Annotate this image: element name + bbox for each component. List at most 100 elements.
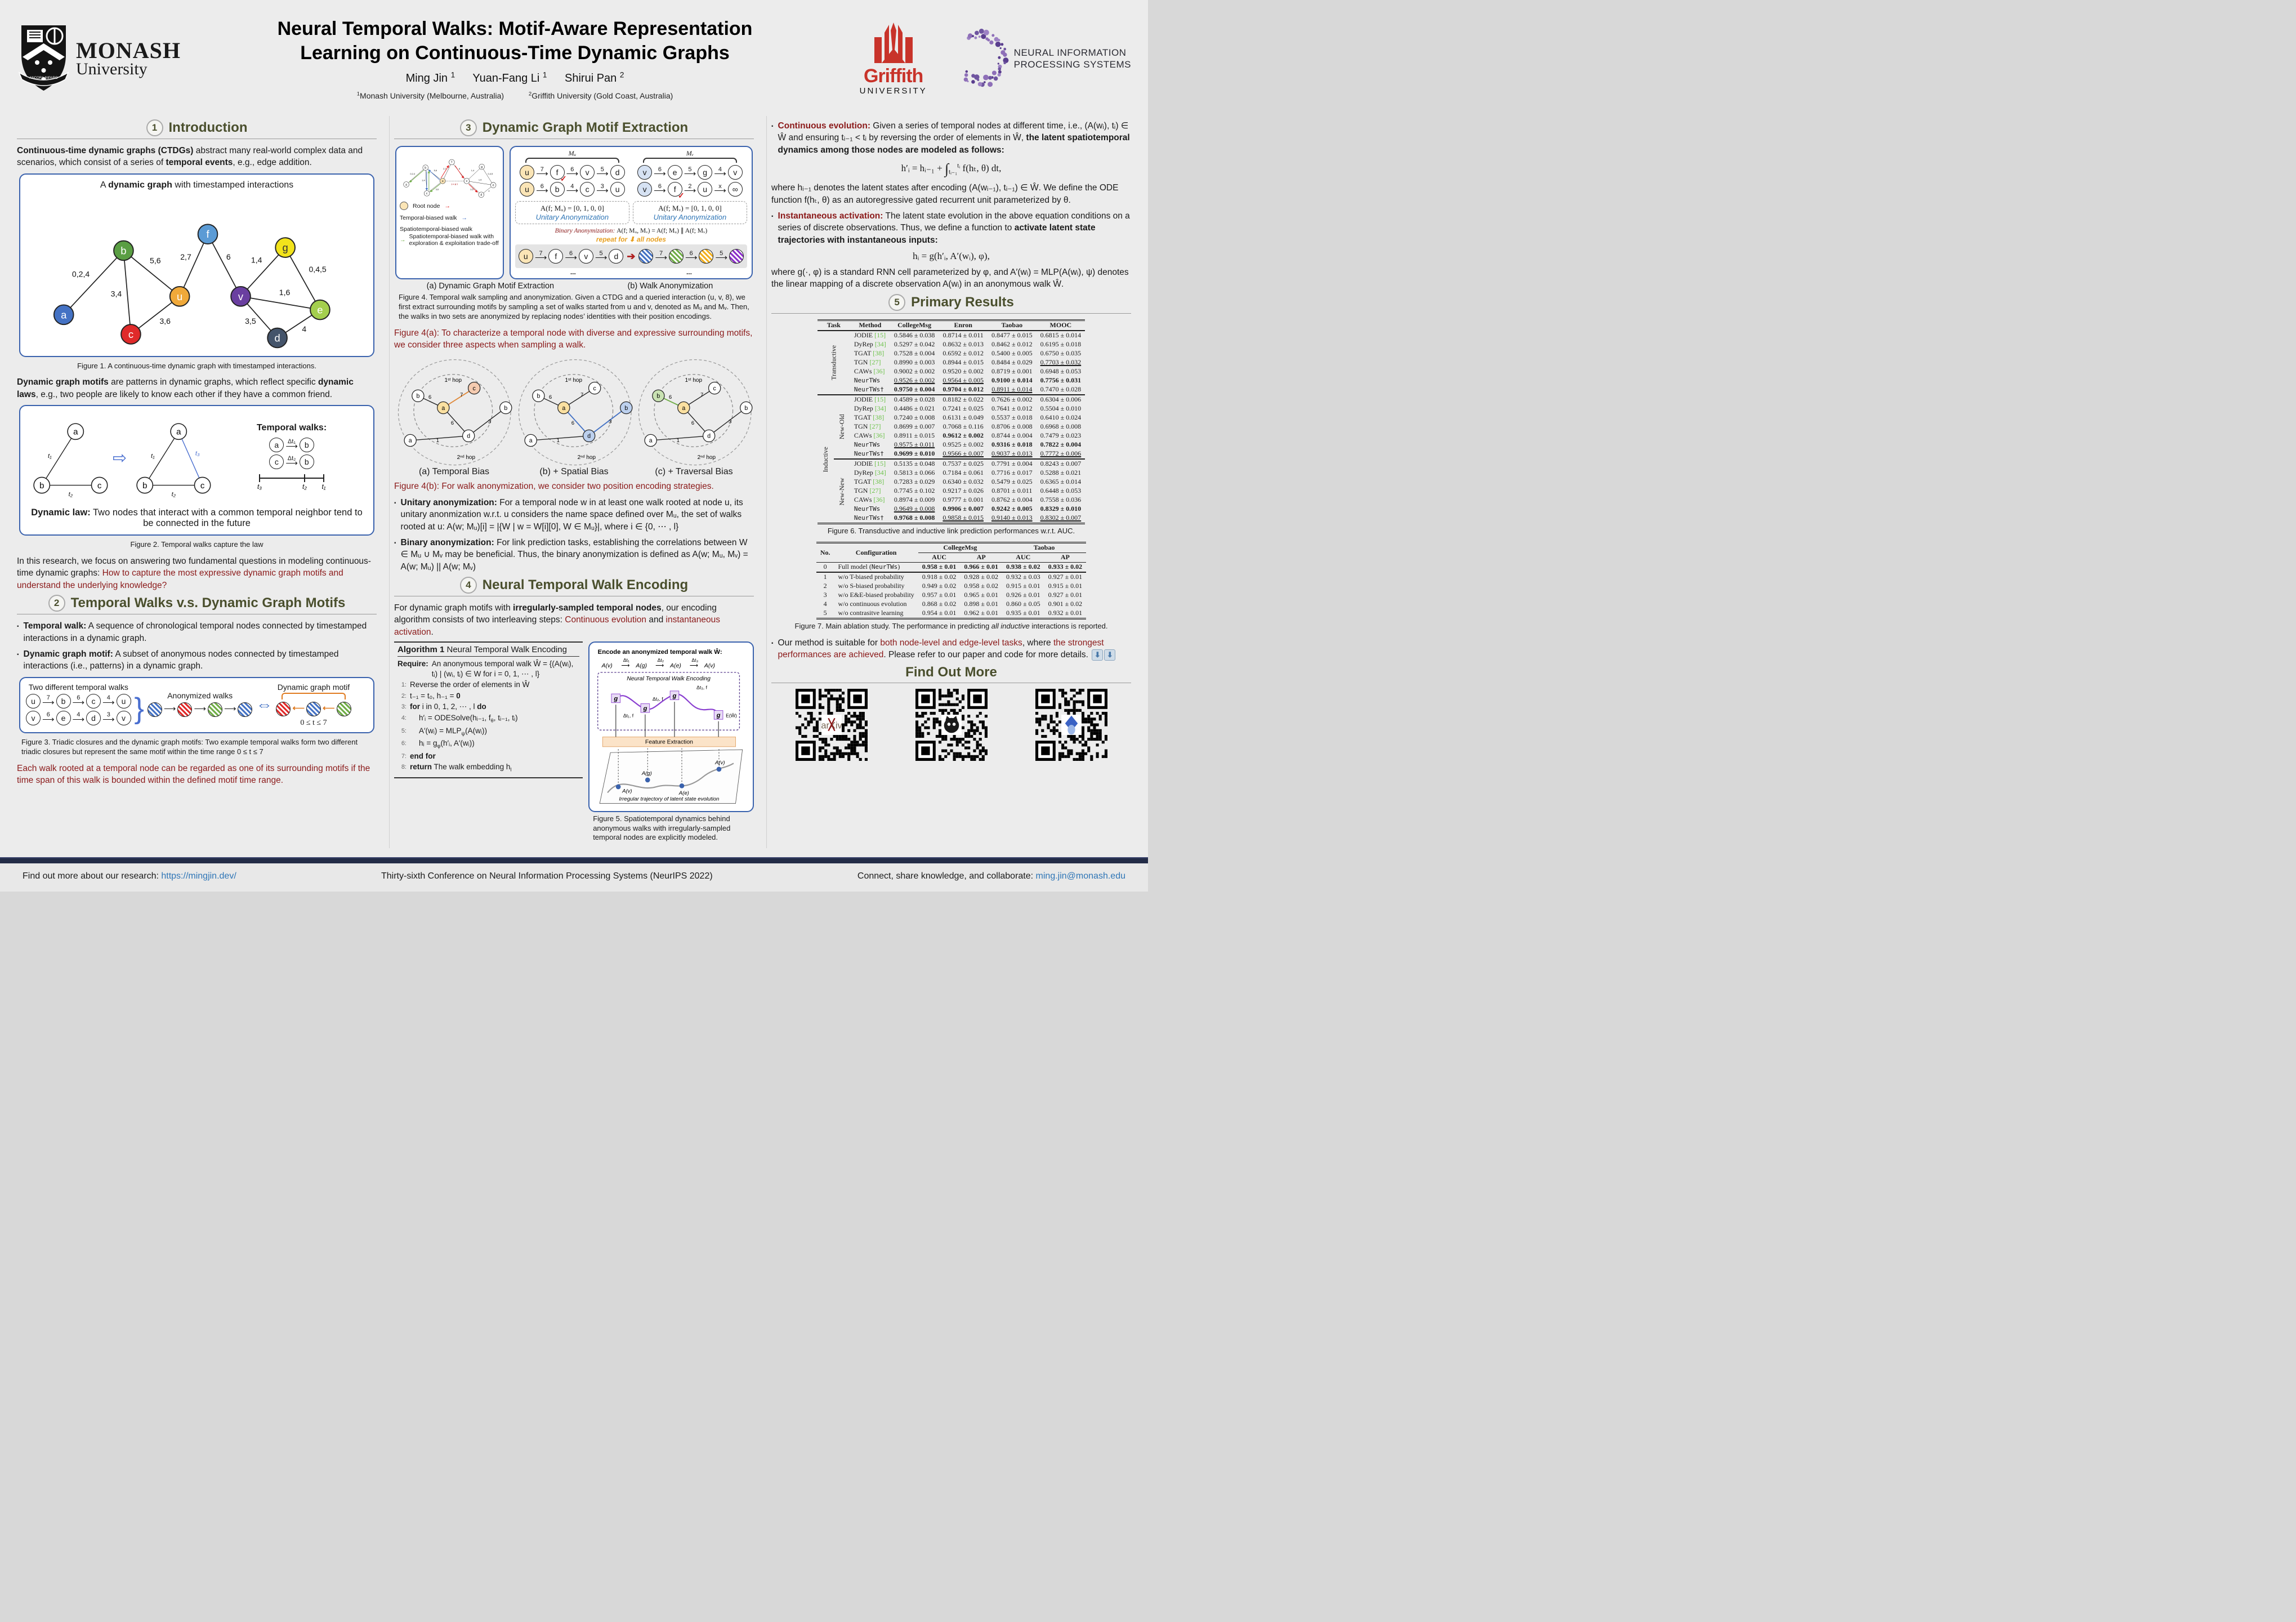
walk-node: u [518,249,533,264]
qr-arxiv[interactable]: arXiv [795,689,868,761]
value-cell: 0.8182 ± 0.022 [939,394,988,404]
activation-where: where g(·, φ) is a standard RNN cell par… [771,268,1129,289]
ode-formula: h′ᵢ = hᵢ₋₁ + ∫tᵢ₋₁tᵢ f(hₜ, θ) dt, [901,161,1002,177]
value-cell: 0.6948 ± 0.053 [1040,367,1082,376]
arrow-icon: ⟶ [596,186,609,196]
method-cell: NeurTWs† [854,450,884,458]
value-cell: 0.7641 ± 0.012 [991,404,1033,413]
svg-text:⟶: ⟶ [690,663,698,669]
motif-chain: ⟵ ⟵ [276,701,351,716]
svg-text:Irregular trajectory of latent: Irregular trajectory of latent state evo… [619,796,720,803]
arrow-icon: ⟶ [684,186,696,196]
footer-research-link[interactable]: Find out more about our research: https:… [23,871,236,881]
value-cell: 0.7745 ± 0.102 [894,487,935,495]
method-cell: TGAT [38] [854,349,885,358]
value-cell: 0.6195 ± 0.018 [1040,340,1082,349]
svg-text:6: 6 [428,394,431,400]
value-cell: 0.8990 ± 0.003 [894,358,935,367]
value-cell: 0.7791 ± 0.004 [988,458,1037,469]
value-cell: 0.9037 ± 0.013 [991,449,1033,458]
figure-3-motif: Dynamic graph motif ⟵ ⟵ 0 ≤ t ≤ 7 [276,683,351,728]
graph-node-label: a [405,183,407,186]
arrow-icon: ⟶ [654,169,666,179]
svg-text:1: 1 [677,438,680,444]
value-cell: 0.5504 ± 0.010 [1040,404,1082,413]
svg-text:1,6: 1,6 [279,288,291,297]
value-cell: 0.6340 ± 0.032 [942,478,984,486]
monash-name: MONASH [76,37,181,63]
method-cell: NeurTWs [854,441,881,449]
walk-node: e [667,165,682,180]
walk-node: e [56,710,71,725]
section-4-title: Neural Temporal Walk Encoding [482,577,689,593]
svg-text:Δt₁: Δt₁ [623,657,629,663]
hatched-node [638,249,654,264]
hatched-node [207,702,222,717]
binary-anonymization-line: Binary Anonymization: A(f; Mᵤ, Mᵥ) = A(f… [555,228,708,234]
svg-text:Δt₂, f: Δt₂, f [653,696,663,702]
intro-paragraph: Continuous-time dynamic graphs (CTDGs) a… [17,146,363,168]
dynamic-motif-bullet: ▪ Dynamic graph motif: A subset of anonym… [17,648,377,672]
griffith-sub: UNIVERSITY [859,86,927,96]
column-middle: 3 Dynamic Graph Motif Extraction 0,2,4 3,… [389,116,758,849]
hop-diagram-temporal: 1ˢᵗ hop 2ⁿᵈ hop 6 7 6 3 1 b a c b d a [397,359,512,466]
figure-4a-graph: 0,2,4 3,4 5,6 3,6 2,7 6 1,4 0,4,5 1,6 3,5 4 t = 8 ?… [403,159,497,198]
value-cell: 0.7241 ± 0.025 [942,404,984,413]
value-cell: 0.8974 ± 0.009 [894,496,935,504]
graph-node-label: c [97,481,102,491]
figure-4b-note: Figure 4(b): For walk anonymization, we … [394,482,714,492]
algorithm-figure5-row: Algorithm 1 Neural Temporal Walk Encodin… [394,641,754,848]
authors: Ming Jin 1 Yuan-Fang Li 1 Shirui Pan 2 [259,70,771,85]
svg-text:g: g [716,712,721,719]
svg-text:3,5: 3,5 [245,317,256,326]
qr-github[interactable] [915,689,988,761]
download-arrow-icon[interactable]: ⬇ [1104,649,1116,661]
walk-node: u [520,182,535,197]
value-cell: 0.8484 ± 0.029 [991,358,1033,367]
svg-text:3: 3 [608,419,611,425]
svg-text:E(Ŵ): E(Ŵ) [726,713,737,719]
section-2-title: Temporal Walks v.s. Dynamic Graph Motifs [70,595,346,611]
svg-text:2ⁿᵈ hop: 2ⁿᵈ hop [457,454,476,461]
figure-5-caption: Figure 5. Spatiotemporal dynamics behind… [593,814,731,842]
value-cell: 0.8714 ± 0.011 [939,329,988,340]
temporal-walks-panel: Temporal walks: a Δt₁ ⟶ b c Δt₂ ⟶ b [216,423,368,493]
walk-node: c [580,182,595,197]
value-cell: 0.6750 ± 0.035 [1040,349,1082,358]
section-3-header: 3 Dynamic Graph Motif Extraction [394,119,754,136]
hop-c-caption: (c) + Traversal Bias [655,467,733,477]
affiliation-2: 2Griffith University (Gold Coast, Austra… [528,91,673,100]
section-1-header: 1 Introduction [17,119,377,136]
arrow-icon: ⟶ [536,186,548,196]
section-5-number: 5 [888,293,906,311]
download-arrow-icon[interactable]: ⬇ [1092,649,1104,661]
equiv-arrow-icon: ⇔ [256,695,273,714]
svg-text:A(g): A(g) [641,770,652,777]
arrow-icon: ⟶ [534,253,547,263]
poster-body: 1 Introduction Continuous-time dynamic g… [0,113,1148,854]
section-3-number: 3 [459,119,477,136]
unitary-box-v: A(f; Mᵥ) = [0, 1, 0, 0] Unitary Anonymiz… [632,201,747,224]
arrow-icon: ⟵ [292,703,305,713]
value-cell: 0.9612 ± 0.002 [942,431,984,440]
figure-3-anon: Anonymized walks ⟶ ⟶ ⟶ [147,691,253,719]
summary-bullet: ▪ Our method is suitable for both node-l… [771,637,1131,661]
footer-contact[interactable]: Connect, share knowledge, and collaborat… [857,871,1125,881]
figure-3-box: Two different temporal walks u 7 ⟶ b 6 ⟶ c 4 ⟶ u … [19,676,374,733]
figure-3-caption: Figure 3. Triadic closures and the dynam… [21,737,358,756]
svg-text:b: b [416,393,419,400]
section-4-header: 4 Neural Temporal Walk Encoding [394,577,754,594]
svg-text:b: b [537,393,540,400]
poster-title: Neural Temporal Walks: Motif-Aware Repre… [277,18,753,64]
svg-text:A(e): A(e) [669,663,681,669]
value-cell: 0.6365 ± 0.014 [1040,478,1082,486]
svg-text:Δt₃, f: Δt₃, f [696,685,708,690]
value-cell: 0.7528 ± 0.004 [894,349,935,358]
svg-text:t = 8 ?: t = 8 ? [452,182,458,185]
arrow-icon: ⟶ [42,698,55,708]
figure-5-box: Encode an anonymized temporal walk Ŵ: A(… [588,641,754,812]
svg-text:t₁: t₁ [48,453,52,460]
svg-text:⟶: ⟶ [622,663,630,669]
svg-text:t₂: t₂ [69,491,73,498]
qr-drive[interactable] [1035,689,1107,761]
